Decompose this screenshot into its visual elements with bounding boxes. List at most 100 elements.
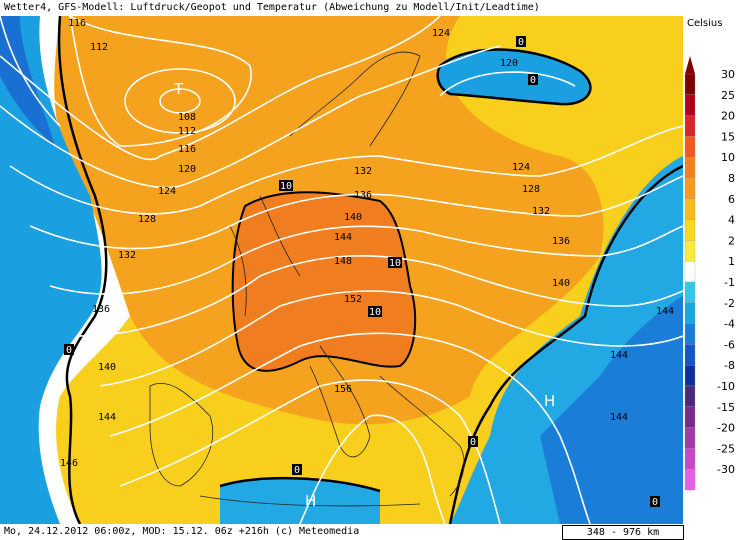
legend-label: 8 [728,172,735,185]
zero-contour-north [436,48,592,106]
temperature-legend: Celsius 30 25 20 15 10 8 6 4 2 1 -1 -2 -4 -6 -8 -10 -15 -… [683,16,740,524]
legend-swatch [684,261,696,283]
legend-label: -6 [724,338,735,351]
legend-swatch [684,344,696,366]
legend-swatch [684,406,696,428]
legend-label: 4 [728,214,735,227]
legend-swatch [684,323,696,345]
legend-label: -10 [717,380,735,393]
svg-text:10: 10 [369,307,381,318]
isohypse-label: 132 [118,250,136,261]
warm-zone-10 [232,192,416,371]
isohypse-label: 128 [522,184,540,195]
contour-box-label: 10 [368,306,382,318]
isohypse-label: 116 [178,144,196,155]
isohypse-label: 108 [178,112,196,123]
legend-label: 6 [728,193,735,206]
legend-bottom-arrow [685,474,695,492]
contour-box-label: 0 [468,436,478,448]
isohypses [0,16,683,524]
legend-unit: Celsius [687,18,722,29]
isohypse-label: 136 [92,304,110,315]
legend-swatches: 30 25 20 15 10 8 6 4 2 1 -1 -2 -4 -6 -8 -10 -15 -20 -25 -30 [684,68,735,491]
zero-contour-east [448,164,683,524]
isohypse-label: 146 [60,458,78,469]
isohypse-label: 140 [98,362,116,373]
contour-box-label: 0 [292,464,302,476]
cold-zone-east-deep [540,296,683,524]
isohypse-label: 124 [512,162,530,173]
low-pressure-label: T [173,80,184,98]
legend-swatch [684,365,696,387]
svg-text:10: 10 [389,258,401,269]
legend-swatch [684,136,696,158]
zero-contour-south [219,476,381,493]
legend-top-arrow [685,56,695,74]
isohypse-label: 144 [656,306,674,317]
isohypse-label: 148 [334,256,352,267]
isohypse-label: 132 [354,166,372,177]
svg-text:0: 0 [66,345,72,356]
legend-label: 30 [721,68,735,81]
svg-text:0: 0 [518,37,524,48]
footer-info: Mo, 24.12.2012 06:00z, MOD: 15.12. 06z +… [4,526,360,537]
legend-label: 15 [721,130,735,143]
isohypse-label: 120 [178,164,196,175]
legend-swatch [684,427,696,449]
isohypse-label: 124 [158,186,176,197]
legend-label: 25 [721,89,735,102]
svg-text:0: 0 [530,75,536,86]
isohypse-label: 112 [90,42,108,53]
legend-swatch [684,281,696,303]
isohypse-label: 132 [532,206,550,217]
legend-swatch [684,115,696,137]
legend-label: -1 [724,276,735,289]
contour-box-label: 10 [388,257,402,269]
isohypse-label: 120 [500,58,518,69]
coastlines [149,51,465,507]
isohypse-label: 140 [552,278,570,289]
legend-label: 20 [721,110,735,123]
legend-swatch [684,198,696,220]
map-svg: 116 112 108 112 116 120 124 128 132 136 … [0,16,683,524]
isohypse-label: 140 [344,212,362,223]
legend-label: -30 [717,463,735,476]
legend-swatch [684,73,696,95]
ten-contour [231,191,417,372]
svg-text:0: 0 [470,437,476,448]
high-pressure-label: H [544,392,555,410]
cold-zone-south [220,479,380,524]
legend-swatch [684,448,696,470]
svg-text:0: 0 [294,465,300,476]
isohypse-label: 124 [432,28,450,39]
legend-label: -20 [717,422,735,435]
legend-swatch [684,157,696,179]
title-bar: Wetter4, GFS-Modell: Luftdruck/Geopot un… [0,0,740,16]
isohypse-label: 136 [552,236,570,247]
isohypse-label: 112 [178,126,196,137]
legend-label: -2 [724,297,735,310]
isohypse-label: 156 [334,384,352,395]
legend-svg: Celsius 30 25 20 15 10 8 6 4 2 1 -1 -2 -4 -6 -8 -10 -15 -… [684,18,735,492]
cold-zone-northwest [0,16,55,146]
legend-label: -15 [717,401,735,414]
legend-swatch [684,240,696,262]
legend-label: 1 [728,255,735,268]
high-pressure-label: H [305,492,316,510]
contour-box-label: 0 [650,496,660,508]
legend-swatch [684,94,696,116]
isohypse-label: 144 [98,412,116,423]
contour-box-label: 0 [516,36,526,48]
cold-zone-west [0,16,102,524]
legend-swatch [684,177,696,199]
contour-box-labels: 0 0 0 10 10 10 0 0 0 [64,36,660,508]
legend-swatch [684,219,696,241]
isohypse-label: 116 [68,18,86,29]
map-title: Wetter4, GFS-Modell: Luftdruck/Geopot un… [4,2,540,13]
weather-map: 116 112 108 112 116 120 124 128 132 136 … [0,16,683,524]
contour-box-label: 0 [64,344,74,356]
isohypse-label: 152 [344,294,362,305]
legend-swatch [684,385,696,407]
isohypse-label: 144 [334,232,352,243]
contour-box-label: 0 [528,74,538,86]
